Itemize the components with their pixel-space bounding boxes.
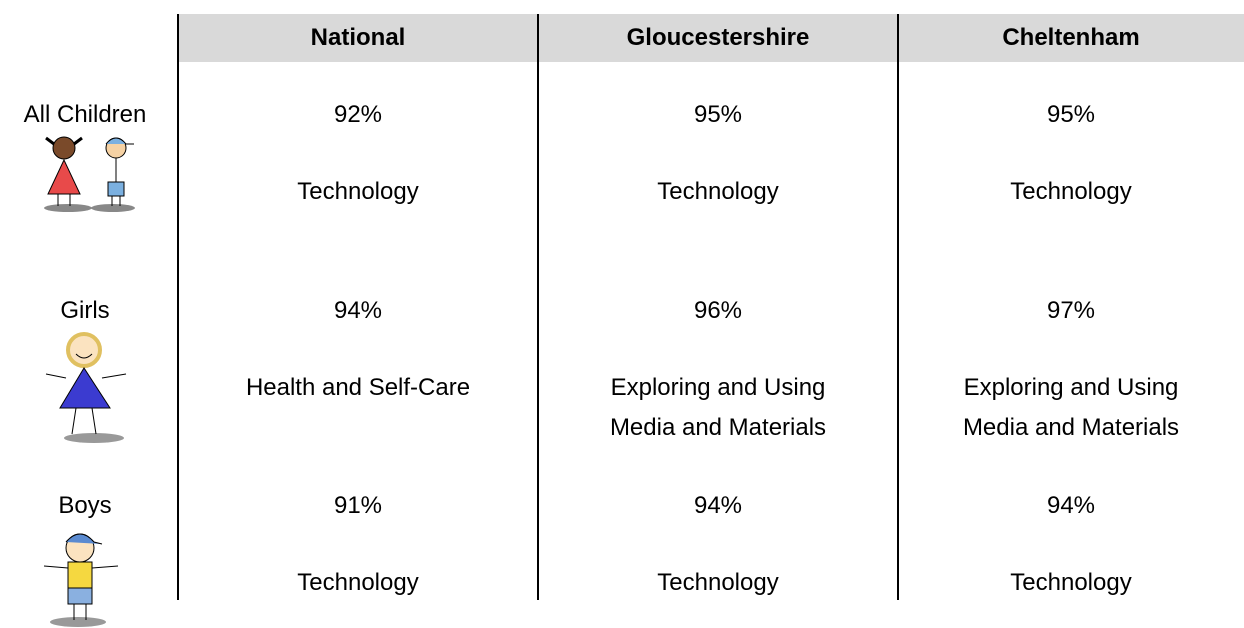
row-label: All Children (24, 95, 147, 135)
boy-figure (38, 526, 134, 628)
column-divider (537, 14, 539, 600)
percentage: 91% (334, 486, 382, 526)
percentage: 94% (1047, 486, 1095, 526)
percentage: 97% (1047, 291, 1095, 331)
column-header: National (311, 18, 406, 58)
area-of-learning: Technology (578, 563, 858, 603)
page: (() => { const data = JSON.parse(documen… (0, 0, 1244, 628)
column-header: Cheltenham (1002, 18, 1139, 58)
area-of-learning: Technology (931, 563, 1211, 603)
area-of-learning: Technology (218, 563, 498, 603)
percentage: 95% (694, 95, 742, 135)
percentage: 94% (334, 291, 382, 331)
children-figure (28, 132, 138, 214)
row-label: Boys (58, 486, 111, 526)
area-of-learning: Technology (218, 172, 498, 212)
girl-figure (36, 330, 136, 445)
row-label: Girls (60, 291, 109, 331)
area-of-learning: Technology (578, 172, 858, 212)
percentage: 94% (694, 486, 742, 526)
column-divider (897, 14, 899, 600)
column-header: Gloucestershire (627, 18, 810, 58)
percentage: 92% (334, 95, 382, 135)
area-of-learning: Exploring and Using Media and Materials (578, 368, 858, 448)
area-of-learning: Exploring and Using Media and Materials (931, 368, 1211, 448)
area-of-learning: Health and Self-Care (218, 368, 498, 408)
area-of-learning: Technology (931, 172, 1211, 212)
percentage: 95% (1047, 95, 1095, 135)
percentage: 96% (694, 291, 742, 331)
column-divider (177, 14, 179, 600)
